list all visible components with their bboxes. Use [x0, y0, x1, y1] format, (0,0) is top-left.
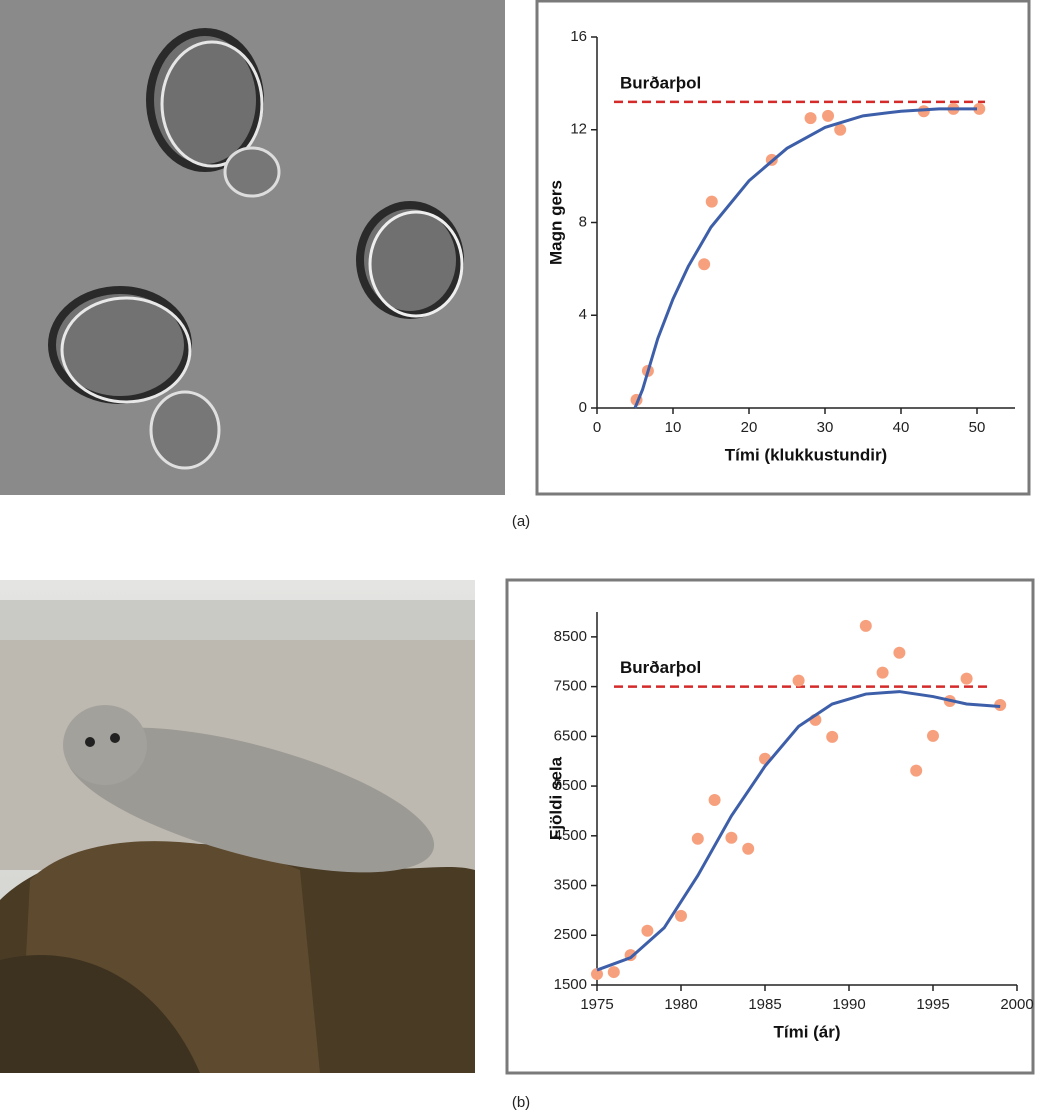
data-point — [591, 968, 603, 981]
data-point — [910, 764, 923, 777]
x-tick-label: 1975 — [580, 996, 613, 1013]
y-tick-label: 8 — [579, 213, 587, 230]
data-point — [804, 112, 817, 125]
data-point — [607, 966, 620, 979]
y-tick-label: 4 — [579, 306, 587, 323]
y-tick-label: 1500 — [554, 976, 587, 993]
panel-label: (b) — [512, 1094, 530, 1111]
x-tick-label: 1990 — [832, 996, 865, 1013]
data-point — [876, 666, 889, 679]
x-tick-label: 20 — [741, 419, 758, 436]
data-point — [705, 195, 718, 208]
y-tick-label: 7500 — [554, 678, 587, 695]
x-axis-label: Tími (ár) — [773, 1022, 840, 1041]
x-tick-label: 0 — [593, 419, 601, 436]
chart-frame — [505, 578, 1035, 1075]
data-point — [691, 832, 704, 845]
x-tick-label: 1995 — [916, 996, 949, 1013]
data-point — [742, 842, 755, 855]
y-tick-label: 12 — [570, 121, 587, 138]
data-point — [826, 730, 839, 743]
y-axis-label: Magn gers — [546, 180, 565, 265]
data-point — [859, 619, 872, 632]
y-tick-label: 16 — [570, 28, 587, 45]
y-tick-label: 5500 — [554, 777, 587, 794]
data-point — [973, 102, 986, 115]
carrying-capacity-label: Burðarþol — [620, 658, 701, 677]
fit-curve — [633, 107, 977, 409]
data-point — [698, 258, 711, 271]
y-tick-label: 3500 — [554, 877, 587, 894]
fit-curve — [596, 690, 1001, 972]
y-tick-label: 8500 — [554, 628, 587, 645]
y-tick-label: 0 — [579, 399, 587, 416]
y-tick-label: 2500 — [554, 926, 587, 943]
x-tick-label: 1985 — [748, 996, 781, 1013]
data-point — [641, 924, 654, 937]
data-point — [822, 109, 835, 122]
y-tick-label: 6500 — [554, 727, 587, 744]
y-axis-label: Fjöldi sela — [546, 756, 565, 840]
seal-photo — [0, 580, 475, 1073]
x-tick-label: 40 — [893, 419, 910, 436]
x-tick-label: 10 — [665, 419, 682, 436]
data-point — [725, 831, 738, 844]
data-point — [792, 674, 805, 687]
x-tick-label: 50 — [969, 419, 986, 436]
carrying-capacity-label: Burðarþol — [620, 73, 701, 92]
y-tick-label: 4500 — [554, 827, 587, 844]
panel-label: (a) — [512, 513, 530, 530]
data-point — [834, 123, 847, 136]
x-tick-label: 1980 — [664, 996, 697, 1013]
x-tick-label: 2000 — [1000, 996, 1033, 1013]
x-axis-label: Tími (klukkustundir) — [725, 445, 887, 464]
yeast-photo — [0, 0, 505, 495]
data-point — [960, 672, 973, 685]
data-point — [927, 729, 939, 742]
data-point — [893, 646, 906, 659]
chart-frame — [535, 0, 1031, 496]
data-point — [675, 909, 687, 922]
data-point — [708, 793, 721, 806]
x-tick-label: 30 — [817, 419, 834, 436]
